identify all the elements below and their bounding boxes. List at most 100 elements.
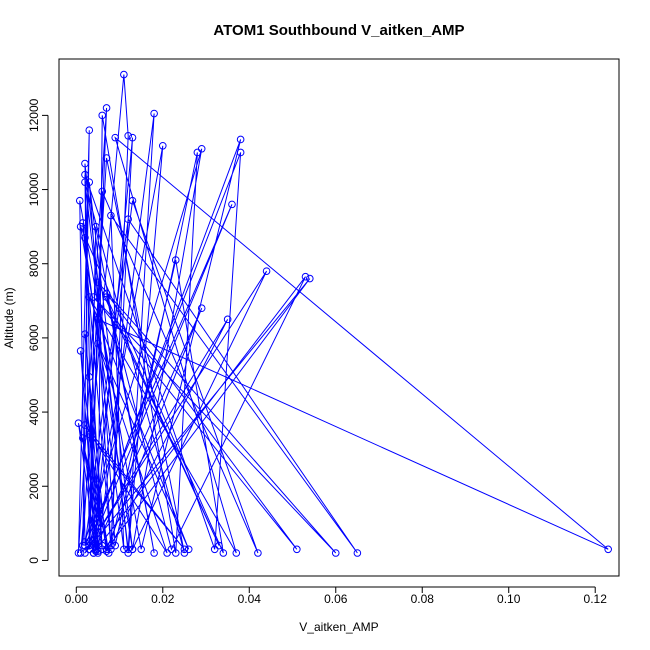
data-point bbox=[163, 549, 171, 557]
data-point bbox=[219, 549, 228, 557]
data-point bbox=[167, 545, 176, 554]
data-point bbox=[76, 347, 85, 355]
data-point bbox=[74, 419, 83, 427]
y-axis-label: Altitude (m) bbox=[2, 287, 16, 348]
data-point bbox=[128, 133, 137, 142]
data-point bbox=[197, 144, 206, 153]
x-tick-label: 0.00 bbox=[65, 592, 89, 606]
data-point bbox=[107, 541, 115, 550]
data-point bbox=[85, 373, 94, 381]
x-tick-label: 0.10 bbox=[497, 592, 521, 606]
x-tick-label: 0.04 bbox=[238, 592, 262, 606]
data-point bbox=[293, 545, 301, 554]
data-point bbox=[124, 545, 132, 554]
data-point bbox=[197, 304, 206, 313]
data-point bbox=[81, 178, 89, 186]
x-tick-label: 0.06 bbox=[324, 592, 348, 606]
data-point bbox=[171, 256, 180, 264]
data-point bbox=[85, 178, 94, 186]
data-point bbox=[104, 549, 113, 557]
data-point bbox=[76, 222, 85, 231]
data-point bbox=[102, 104, 111, 112]
data-point bbox=[180, 545, 189, 554]
data-point bbox=[98, 111, 107, 120]
data-point bbox=[120, 545, 128, 554]
data-point bbox=[102, 154, 111, 162]
data-point bbox=[124, 131, 132, 140]
plot-frame bbox=[58, 58, 620, 577]
data-point bbox=[158, 141, 167, 150]
data-point bbox=[85, 293, 94, 301]
data-point bbox=[94, 278, 102, 287]
data-point bbox=[254, 549, 262, 557]
chart-title: ATOM1 Southbound V_aitken_AMP bbox=[213, 22, 464, 39]
data-point bbox=[76, 549, 85, 557]
y-tick-label: 2000 bbox=[27, 473, 41, 500]
series-layer bbox=[74, 70, 612, 557]
data-point bbox=[85, 541, 94, 550]
data-point bbox=[184, 545, 193, 554]
data-point bbox=[150, 549, 158, 557]
data-point bbox=[171, 549, 180, 557]
data-point bbox=[85, 126, 94, 135]
data-point bbox=[150, 109, 158, 118]
x-tick-label: 0.08 bbox=[411, 592, 435, 606]
y-tick-label: 10000 bbox=[27, 173, 41, 207]
series-line bbox=[77, 74, 609, 554]
y-tick-label: 8000 bbox=[27, 250, 41, 277]
x-tick-label: 0.12 bbox=[584, 592, 608, 606]
data-point bbox=[81, 549, 89, 557]
y-axis: 0 2000 4000 6000 8000 10000 12000 bbox=[27, 98, 49, 564]
data-point bbox=[94, 480, 102, 489]
data-point bbox=[89, 549, 98, 557]
data-point bbox=[91, 222, 100, 231]
data-point bbox=[223, 315, 232, 324]
data-point bbox=[98, 187, 107, 196]
data-point bbox=[94, 549, 102, 557]
data-point bbox=[236, 148, 245, 157]
x-tick-label: 0.02 bbox=[151, 592, 175, 606]
data-point bbox=[124, 215, 132, 224]
data-point bbox=[98, 545, 107, 554]
data-point bbox=[137, 545, 145, 554]
data-point bbox=[111, 541, 120, 550]
y-tick-label: 0 bbox=[27, 557, 41, 564]
data-point bbox=[193, 148, 202, 157]
data-point bbox=[215, 541, 223, 550]
data-point bbox=[107, 211, 115, 220]
data-point bbox=[180, 549, 189, 557]
data-point bbox=[81, 233, 89, 242]
data-point bbox=[107, 545, 115, 554]
data-point bbox=[81, 541, 89, 550]
x-axis-label: V_aitken_AMP bbox=[299, 620, 378, 634]
data-point bbox=[232, 549, 241, 557]
data-point bbox=[236, 135, 245, 144]
data-point bbox=[78, 219, 87, 227]
y-tick-label: 12000 bbox=[27, 98, 41, 132]
data-point bbox=[353, 549, 362, 557]
data-point bbox=[75, 196, 84, 205]
y-tick-label: 4000 bbox=[27, 398, 41, 425]
data-point bbox=[306, 274, 314, 283]
data-point bbox=[102, 547, 111, 555]
data-point bbox=[262, 267, 271, 275]
data-point bbox=[89, 293, 98, 301]
data-point bbox=[111, 133, 120, 142]
data-point bbox=[124, 549, 132, 557]
data-point bbox=[604, 545, 612, 554]
data-point bbox=[301, 272, 310, 281]
data-point bbox=[81, 330, 89, 338]
data-point bbox=[128, 545, 137, 554]
data-point bbox=[102, 293, 111, 301]
data-point bbox=[102, 289, 111, 298]
data-point bbox=[210, 545, 219, 554]
data-point bbox=[85, 538, 94, 546]
data-point bbox=[94, 315, 102, 324]
data-point bbox=[331, 549, 340, 557]
data-point bbox=[228, 200, 236, 209]
data-point bbox=[85, 430, 94, 439]
data-point bbox=[120, 70, 128, 79]
data-point bbox=[98, 541, 107, 550]
data-point bbox=[94, 339, 102, 348]
